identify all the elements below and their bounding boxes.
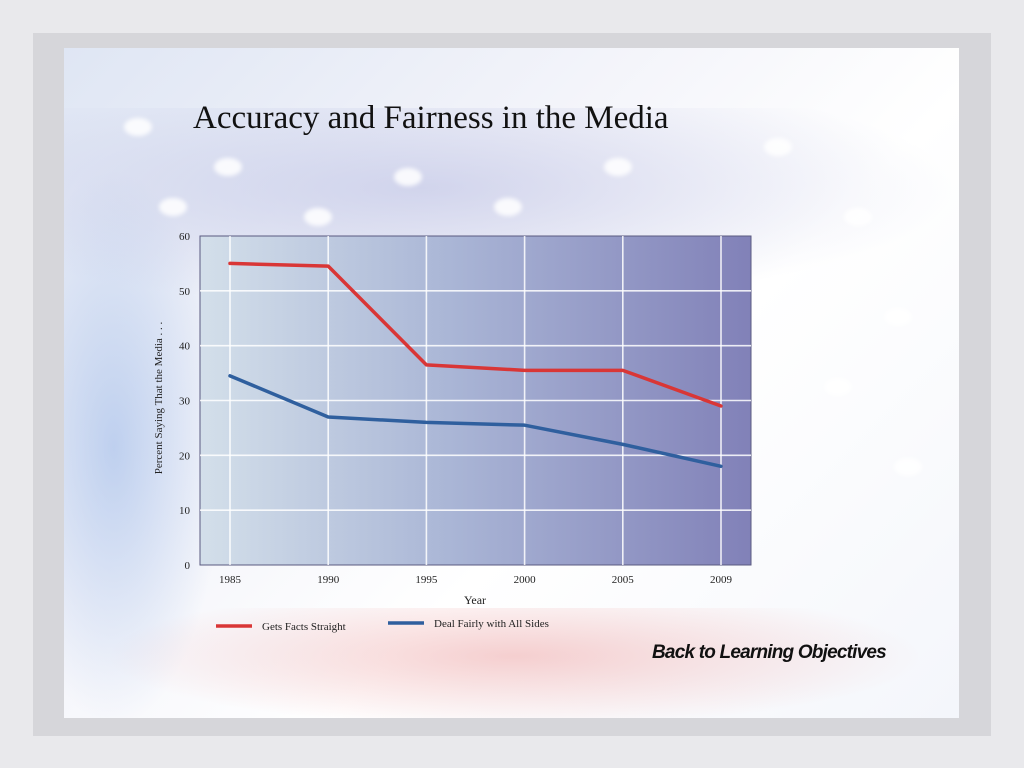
series-line-gets-facts-straight: [228, 261, 723, 408]
chart-legend: Gets Facts Straight Deal Fairly with All …: [216, 618, 549, 633]
y-axis-ticks: 0 10 20 30 40 50 60: [179, 231, 191, 572]
x-tick-label: 2000: [514, 574, 537, 586]
y-tick-label: 60: [179, 231, 191, 243]
y-tick-label: 0: [185, 560, 191, 572]
x-axis-ticks: 1985 1990 1995 2000 2005 2009: [219, 574, 733, 586]
y-tick-label: 50: [179, 286, 191, 298]
y-tick-label: 10: [179, 505, 191, 517]
background-glow-left: [64, 168, 224, 718]
back-to-learning-objectives-link[interactable]: Back to Learning Objectives: [652, 642, 887, 663]
legend-label: Deal Fairly with All Sides: [434, 618, 549, 630]
y-tick-label: 20: [179, 450, 191, 462]
x-tick-label: 2005: [612, 574, 635, 586]
series-lines: [228, 261, 723, 469]
y-tick-label: 30: [179, 396, 191, 408]
x-tick-label: 2009: [710, 574, 733, 586]
legend-label: Gets Facts Straight: [262, 621, 346, 633]
x-axis-label: Year: [464, 593, 486, 607]
x-tick-label: 1990: [317, 574, 340, 586]
x-tick-label: 1985: [219, 574, 242, 586]
x-tick-label: 1995: [415, 574, 438, 586]
y-axis-label: Percent Saying That the Media . . .: [153, 321, 165, 474]
series-line-deal-fairly: [228, 374, 723, 469]
y-tick-label: 40: [179, 341, 191, 353]
slide-title: Accuracy and Fairness in the Media: [193, 100, 669, 136]
